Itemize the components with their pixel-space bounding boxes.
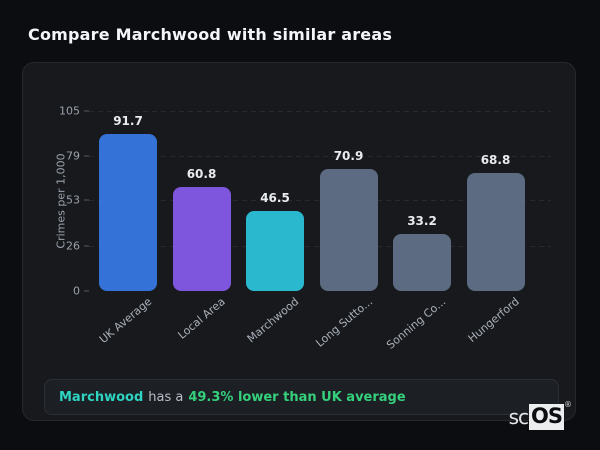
page-title: Compare Marchwood with similar areas: [28, 25, 393, 44]
registered-mark-icon: ®: [564, 400, 572, 409]
bar-value-label: 46.5: [260, 191, 290, 206]
x-tick-label-hungerford: Hungerford: [465, 295, 522, 346]
y-tick: 53: [66, 194, 89, 207]
x-tick-label-sonning-co: Sonning Co...: [384, 295, 449, 352]
bar-sonning-co[interactable]: [393, 234, 451, 291]
gridline: [89, 155, 551, 157]
y-tick-label: 105: [59, 104, 80, 118]
bar-marchwood[interactable]: [246, 211, 304, 291]
scos-logo: sc OS ®: [508, 400, 572, 430]
bar-hungerford[interactable]: [466, 173, 525, 291]
logo-prefix: sc: [508, 405, 529, 429]
bar-uk-average[interactable]: [99, 133, 157, 291]
logo-suffix: OS: [529, 404, 564, 430]
y-tick-label: 79: [66, 149, 80, 163]
chart-card: Crimes per 1,000 0 26 53 79 105 91.7 60.8 46.5…: [22, 62, 576, 421]
x-tick-label-long-sutto: Long Sutto...: [313, 295, 375, 350]
summary-note: Marchwood has a 49.3% lower than UK aver…: [44, 379, 559, 415]
bar-value-label: 60.8: [186, 166, 217, 181]
bar-long-sutto[interactable]: [319, 169, 378, 291]
y-tick: 0: [73, 285, 89, 298]
x-axis-labels: UK Average Local Area Marchwood Long Sutto.…: [89, 291, 551, 361]
plot-area: 91.7 60.8 46.5 70.9 33.2 68.8: [89, 111, 551, 291]
y-tick-label: 0: [73, 284, 80, 298]
note-subject: Marchwood: [59, 389, 144, 405]
bar-local-area[interactable]: [172, 186, 231, 291]
y-tick: 26: [66, 240, 89, 253]
note-highlight: 49.3% lower than UK average: [188, 389, 406, 405]
y-tick: 105: [59, 105, 89, 118]
x-tick-label-uk-average: UK Average: [97, 295, 155, 347]
y-tick-label: 26: [66, 239, 80, 253]
bar-chart: Crimes per 1,000 0 26 53 79 105 91.7 60.8 46.5…: [23, 63, 575, 373]
bar-value-label: 91.7: [113, 113, 143, 128]
x-tick-label-marchwood: Marchwood: [244, 295, 302, 346]
gridline: [89, 111, 551, 112]
y-tick-label: 53: [66, 193, 80, 207]
tick-mark: [84, 290, 89, 292]
tick-mark: [84, 199, 89, 201]
note-connector: has a: [148, 389, 184, 405]
x-tick-label-local-area: Local Area: [175, 295, 228, 342]
bar-value-label: 68.8: [480, 153, 511, 168]
bar-value-label: 70.9: [333, 149, 364, 164]
y-axis-ticks: 0 26 53 79 105: [27, 105, 89, 298]
tick-mark: [84, 110, 89, 112]
tick-mark: [84, 245, 89, 247]
bar-value-label: 33.2: [407, 214, 437, 229]
tick-mark: [84, 155, 89, 157]
y-tick: 79: [66, 149, 89, 162]
